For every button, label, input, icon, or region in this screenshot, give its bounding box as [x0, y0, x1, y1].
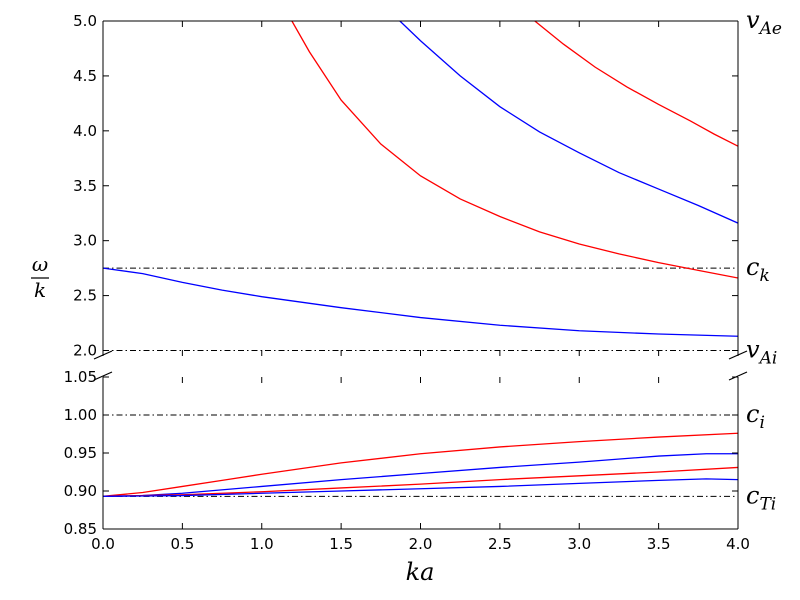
top-series-line-3: [399, 21, 738, 224]
x-tick-label: 4.0: [726, 535, 750, 553]
x-tick-label: 3.0: [567, 535, 591, 553]
reference-label-ci: ci: [746, 400, 765, 433]
reference-label-vAe: vAe: [746, 6, 782, 39]
y-tick-label: 0.85: [64, 520, 97, 538]
x-tick-label: 0.5: [170, 535, 194, 553]
axis-break-mark: [728, 371, 748, 381]
y-tick-label: 5.0: [73, 12, 97, 30]
top-panel: vAe ck vAi 2.0 2.5 3.0 3.5 4.0 4.5 5.0: [73, 6, 782, 369]
reference-label-cTi: cTi: [746, 481, 776, 514]
y-tick-label: 0.90: [64, 482, 97, 500]
axis-break-mark: [93, 371, 113, 381]
x-axis-label: ka: [406, 558, 435, 586]
y-tick-label: 4.0: [73, 122, 97, 140]
bottom-series-line-1: [103, 432, 738, 497]
y-axis-label-numerator: ω: [32, 252, 48, 276]
x-tick-label: 1.0: [250, 535, 274, 553]
x-tick-label: 0.0: [91, 535, 115, 553]
reference-label-vAi: vAi: [746, 336, 777, 369]
bottom-series-line-4: [103, 478, 738, 497]
bottom-series-line-3: [103, 466, 738, 497]
top-series-line-2: [291, 21, 738, 279]
top-series-line-1: [103, 267, 738, 337]
reference-label-ck: ck: [746, 253, 770, 286]
x-axis-ticks: 0.0 0.5 1.0 1.5 2.0 2.5 3.0 3.5 4.0: [91, 21, 750, 553]
x-tick-label: 1.5: [329, 535, 353, 553]
y-tick-label: 1.00: [64, 406, 97, 424]
y-tick-label: 0.95: [64, 444, 97, 462]
y-tick-label: 2.5: [73, 287, 97, 305]
bottom-series-line-2: [103, 453, 738, 497]
y-tick-label: 3.0: [73, 232, 97, 250]
bottom-panel: ci cTi 0.85 0.90 0.95 1.00 1.05: [64, 368, 777, 538]
y-tick-label: 1.05: [64, 368, 97, 386]
x-tick-label: 2.5: [488, 535, 512, 553]
x-tick-label: 3.5: [647, 535, 671, 553]
y-tick-label: 3.5: [73, 177, 97, 195]
y-tick-label: 2.0: [73, 342, 97, 360]
top-series-line-4: [534, 21, 738, 147]
y-tick-label: 4.5: [73, 67, 97, 85]
y-axis-label-denominator: k: [34, 278, 46, 302]
x-tick-label: 2.0: [409, 535, 433, 553]
